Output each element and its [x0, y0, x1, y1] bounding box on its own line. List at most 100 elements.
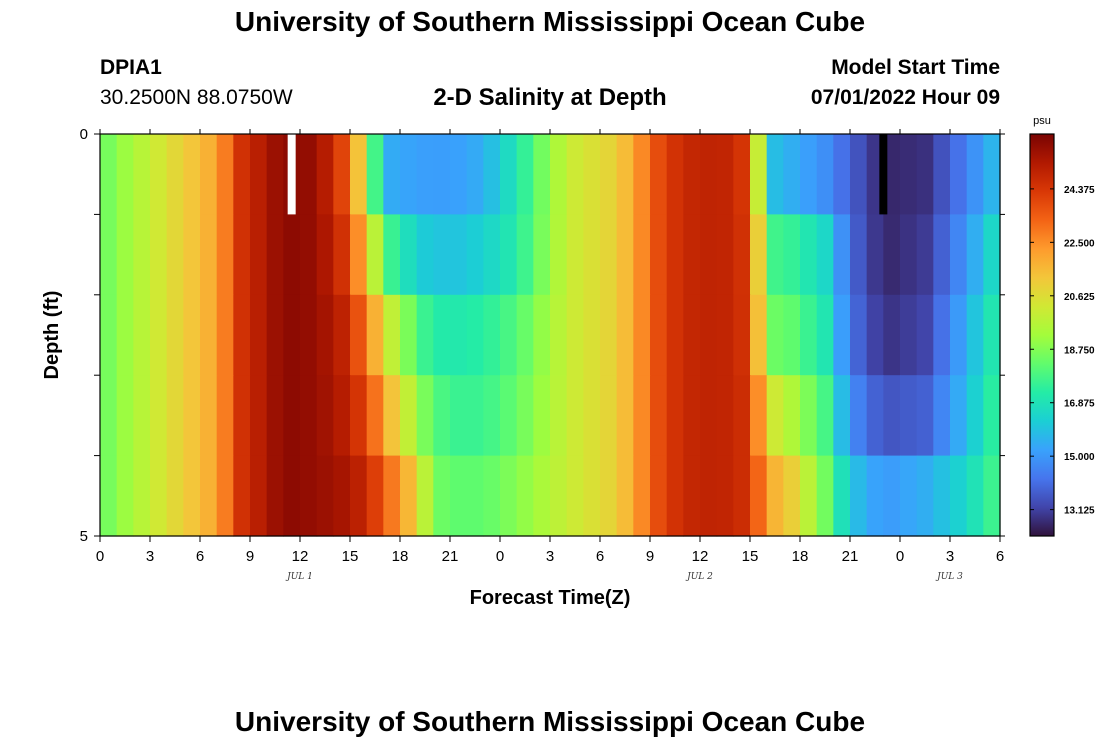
heatmap-cell	[316, 455, 334, 537]
heatmap-cell	[416, 455, 434, 537]
heatmap-cell	[783, 214, 801, 296]
heatmap-cell	[316, 134, 334, 215]
heatmap-cell	[316, 375, 334, 457]
colorbar-ticks: 13.125 15.000 16.875 18.750 20.625 22.500 24.3…	[1030, 185, 1095, 517]
heatmap-cell	[166, 375, 184, 457]
heatmap-cell	[983, 214, 1001, 296]
heatmap-cell	[700, 214, 718, 296]
heatmap-cell	[600, 375, 618, 457]
heatmap-cell	[250, 294, 268, 376]
heatmap-cell	[583, 375, 601, 457]
heatmap-cell	[650, 375, 668, 457]
heatmap-cell	[950, 134, 968, 215]
heatmap-cell	[616, 455, 634, 537]
heatmap-cell	[616, 214, 634, 296]
heatmap-cell	[183, 375, 201, 457]
colorbar-tick-label: 22.500	[1064, 238, 1095, 249]
heatmap-cell	[400, 455, 418, 537]
x-tick-label: 12	[692, 548, 709, 565]
heatmap-cell	[500, 455, 518, 537]
x-tick-label: 6	[996, 548, 1004, 565]
heatmap-cell	[266, 134, 284, 215]
heatmap-cell	[566, 134, 584, 215]
heatmap-cell	[800, 455, 818, 537]
heatmap-cell	[500, 294, 518, 376]
heatmap-cell	[983, 375, 1001, 457]
heatmap-cell	[816, 214, 834, 296]
heatmap-cell	[283, 455, 301, 537]
heatmap-cell	[950, 455, 968, 537]
heatmap-cell	[183, 134, 201, 215]
heatmap-cell	[350, 375, 368, 457]
heatmap-cell	[116, 214, 134, 296]
heatmap-cell	[550, 214, 568, 296]
heatmap-cell	[683, 375, 701, 457]
heatmap-cell	[383, 294, 401, 376]
x-tick-label: 3	[546, 548, 554, 565]
heatmap-cell	[116, 455, 134, 537]
heatmap-cell	[483, 375, 501, 457]
heatmap-cell	[466, 375, 484, 457]
heatmap-cell	[766, 294, 784, 376]
heatmap-cell	[333, 375, 351, 457]
heatmap-cell	[200, 214, 218, 296]
heatmap-cell	[916, 134, 934, 215]
heatmap-cell	[116, 294, 134, 376]
heatmap-cell	[900, 294, 918, 376]
heatmap-cell	[716, 294, 734, 376]
heatmap-cell	[783, 134, 801, 215]
heatmap-cell	[866, 294, 884, 376]
heatmap-cell	[233, 455, 251, 537]
heatmap-cell	[383, 375, 401, 457]
colorbar-tick-label: 18.750	[1064, 345, 1095, 356]
heatmap-cell	[483, 134, 501, 215]
x-tick-label: 21	[442, 548, 459, 565]
heatmap-cell	[716, 375, 734, 457]
heatmap-cell	[100, 214, 118, 296]
model-start-label: Model Start Time	[831, 56, 1000, 79]
heatmap-cell	[533, 375, 551, 457]
x-tick-label: 18	[792, 548, 809, 565]
heatmap-cell	[766, 214, 784, 296]
heatmap-cell	[500, 134, 518, 215]
y-tick-label: 0	[80, 126, 88, 143]
heatmap-cell	[616, 294, 634, 376]
heatmap-cell	[750, 214, 768, 296]
heatmap-cell	[716, 455, 734, 537]
heatmap-cell	[333, 214, 351, 296]
chart-subtitle: 2-D Salinity at Depth	[433, 84, 667, 111]
colorbar-tick-label: 16.875	[1064, 399, 1095, 410]
colorbar-tick-label: 13.125	[1064, 506, 1095, 517]
heatmap-cell	[733, 375, 751, 457]
heatmap-cell	[666, 455, 684, 537]
heatmap-cell	[166, 294, 184, 376]
heatmap-cell	[900, 455, 918, 537]
heatmap-cell	[516, 455, 534, 537]
heatmap-cell	[583, 214, 601, 296]
time-markers	[287, 134, 888, 215]
heatmap-cell	[416, 134, 434, 215]
heatmap-cell	[250, 134, 268, 215]
heatmap-cell	[516, 134, 534, 215]
heatmap-cell	[133, 375, 151, 457]
heatmap-cell	[433, 134, 451, 215]
heatmap-cell	[816, 294, 834, 376]
heatmap-cell	[766, 375, 784, 457]
heatmap-cell	[533, 134, 551, 215]
heatmap-cell	[783, 375, 801, 457]
heatmap-cell	[350, 455, 368, 537]
heatmap-cell	[250, 214, 268, 296]
heatmap-cell	[100, 455, 118, 537]
heatmap-cell	[983, 134, 1001, 215]
heatmap-cell	[216, 294, 234, 376]
y-tick-label: 5	[80, 528, 88, 545]
heatmap-cell	[683, 455, 701, 537]
x-tick-label: 6	[196, 548, 204, 565]
station-id: DPIA1	[100, 56, 162, 79]
heatmap-cell	[633, 294, 651, 376]
colorbar-tick-label: 24.375	[1064, 185, 1095, 196]
heatmap-cell	[416, 214, 434, 296]
heatmap-cell	[383, 134, 401, 215]
heatmap-cell	[183, 294, 201, 376]
heatmap-cell	[633, 134, 651, 215]
